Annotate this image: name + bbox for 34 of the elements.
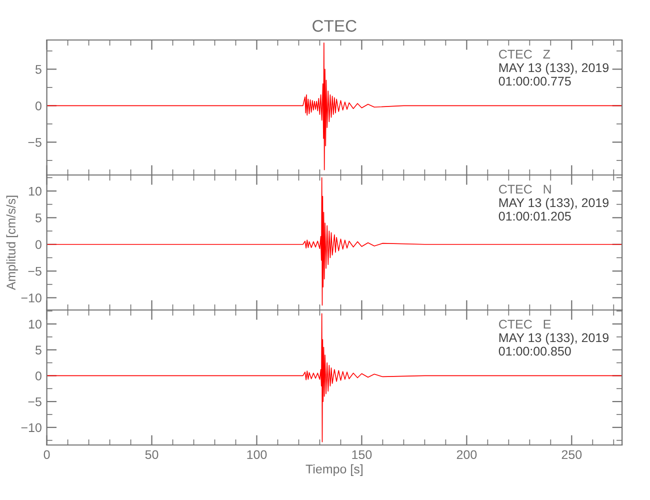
- annotation: CTEC Z: [499, 50, 550, 59]
- x-tick-label: 50: [145, 450, 158, 460]
- y-tick-label: −5: [28, 397, 42, 406]
- annotation: CTEC N: [499, 184, 551, 194]
- y-tick-label: 5: [35, 214, 42, 222]
- x-tick-label: 150: [352, 450, 372, 460]
- y-tick-label: −10: [21, 423, 42, 432]
- y-tick-label: 0: [35, 101, 42, 110]
- y-tick-label: −10: [21, 294, 42, 302]
- x-tick-label: 100: [247, 450, 267, 460]
- chart-title: CTEC: [312, 20, 356, 32]
- y-tick-label: −5: [28, 266, 42, 276]
- annotation: MAY 13 (133), 2019: [499, 198, 609, 210]
- line-series: [46, 42, 622, 170]
- y-tick-label: 5: [35, 65, 42, 74]
- x-tick-label: 200: [456, 450, 477, 460]
- annotation: 01:00:00.850: [498, 346, 571, 356]
- annotation: MAY 13 (133), 2019: [499, 332, 609, 345]
- y-tick-label: 5: [35, 346, 42, 354]
- annotation: 01:00:00.775: [498, 76, 571, 86]
- y-tick-label: 10: [28, 320, 42, 329]
- y-axis-title: Amplitud [cm/s/s]: [6, 196, 18, 290]
- annotation: 01:00:01.205: [498, 212, 571, 221]
- line-series: [46, 313, 622, 442]
- y-tick-label: 0: [35, 371, 42, 380]
- x-axis-title: Tiempo [s]: [306, 464, 362, 476]
- y-tick-label: −5: [28, 138, 42, 147]
- annotation: MAY 13 (133), 2019: [499, 62, 609, 75]
- x-tick-label: 0: [44, 450, 50, 460]
- y-tick-label: 10: [28, 186, 42, 196]
- annotation: CTEC E: [499, 320, 551, 329]
- y-tick-label: 0: [35, 240, 42, 250]
- line-series: [46, 177, 622, 306]
- x-tick-label: 250: [562, 450, 582, 460]
